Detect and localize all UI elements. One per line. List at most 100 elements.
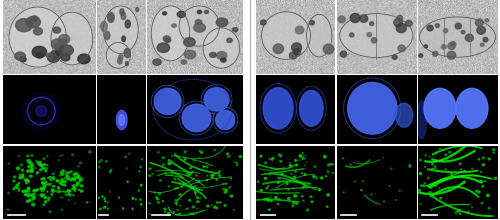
Circle shape	[370, 194, 372, 195]
Ellipse shape	[340, 14, 413, 58]
Circle shape	[478, 159, 480, 160]
Circle shape	[42, 204, 45, 206]
Circle shape	[168, 163, 171, 165]
Circle shape	[226, 38, 232, 42]
Circle shape	[350, 13, 360, 22]
Circle shape	[350, 33, 354, 37]
Circle shape	[22, 177, 24, 179]
Circle shape	[80, 185, 83, 187]
Circle shape	[432, 154, 434, 155]
Circle shape	[438, 188, 440, 189]
Circle shape	[31, 168, 34, 170]
Circle shape	[482, 157, 484, 159]
Circle shape	[31, 155, 33, 156]
Circle shape	[52, 173, 54, 175]
Circle shape	[214, 206, 216, 208]
Circle shape	[38, 164, 41, 166]
Circle shape	[435, 168, 436, 169]
Circle shape	[52, 189, 54, 190]
Circle shape	[28, 162, 32, 164]
Circle shape	[176, 187, 178, 189]
Circle shape	[54, 43, 64, 51]
Circle shape	[140, 203, 142, 205]
Ellipse shape	[263, 88, 293, 129]
Circle shape	[79, 179, 80, 180]
Ellipse shape	[9, 7, 66, 67]
Circle shape	[61, 209, 62, 211]
Circle shape	[436, 24, 440, 28]
Circle shape	[212, 177, 214, 178]
Circle shape	[20, 164, 22, 166]
Circle shape	[70, 171, 72, 172]
Circle shape	[56, 180, 58, 181]
Circle shape	[34, 28, 42, 35]
Text: C': C'	[148, 76, 156, 85]
Circle shape	[30, 194, 34, 196]
Circle shape	[360, 15, 368, 22]
Circle shape	[266, 187, 268, 189]
Circle shape	[432, 168, 434, 170]
Circle shape	[218, 171, 220, 173]
Circle shape	[177, 214, 178, 215]
Circle shape	[72, 179, 74, 180]
Circle shape	[60, 174, 62, 176]
Circle shape	[18, 182, 20, 183]
Circle shape	[324, 156, 326, 158]
Circle shape	[303, 186, 304, 187]
Circle shape	[306, 209, 308, 211]
Circle shape	[26, 182, 28, 184]
Circle shape	[186, 173, 188, 174]
Circle shape	[162, 164, 164, 166]
Circle shape	[362, 180, 364, 182]
Circle shape	[455, 23, 462, 29]
Circle shape	[327, 171, 329, 173]
Circle shape	[98, 166, 100, 168]
Circle shape	[312, 175, 315, 178]
Circle shape	[392, 55, 397, 59]
Circle shape	[42, 194, 44, 196]
Circle shape	[406, 20, 412, 26]
Circle shape	[64, 181, 66, 182]
Circle shape	[206, 180, 208, 181]
Circle shape	[74, 203, 76, 204]
Circle shape	[52, 186, 54, 187]
Circle shape	[323, 44, 334, 54]
Circle shape	[44, 183, 46, 185]
Circle shape	[124, 48, 130, 58]
Circle shape	[290, 52, 297, 59]
Circle shape	[442, 45, 446, 49]
Circle shape	[26, 155, 29, 157]
Circle shape	[61, 178, 64, 180]
Circle shape	[78, 176, 79, 178]
Circle shape	[428, 192, 431, 194]
Circle shape	[27, 160, 30, 162]
Circle shape	[62, 173, 64, 175]
Ellipse shape	[119, 114, 124, 125]
Circle shape	[13, 180, 15, 182]
Circle shape	[32, 168, 33, 169]
Circle shape	[125, 20, 130, 28]
Circle shape	[74, 188, 76, 190]
Circle shape	[61, 180, 63, 181]
Circle shape	[194, 192, 196, 193]
Circle shape	[120, 9, 124, 15]
Circle shape	[432, 163, 434, 165]
Circle shape	[40, 169, 42, 171]
Circle shape	[28, 193, 30, 195]
Ellipse shape	[116, 110, 127, 130]
Circle shape	[8, 192, 10, 194]
Circle shape	[36, 172, 38, 174]
Circle shape	[394, 18, 402, 27]
Circle shape	[315, 177, 318, 179]
Circle shape	[450, 42, 456, 47]
Circle shape	[286, 183, 288, 185]
Circle shape	[80, 190, 82, 192]
Circle shape	[288, 198, 289, 199]
Circle shape	[218, 176, 220, 177]
Ellipse shape	[204, 88, 229, 111]
Circle shape	[79, 177, 81, 179]
Circle shape	[485, 19, 488, 22]
Circle shape	[72, 189, 73, 190]
Circle shape	[191, 167, 192, 168]
Circle shape	[277, 193, 278, 194]
